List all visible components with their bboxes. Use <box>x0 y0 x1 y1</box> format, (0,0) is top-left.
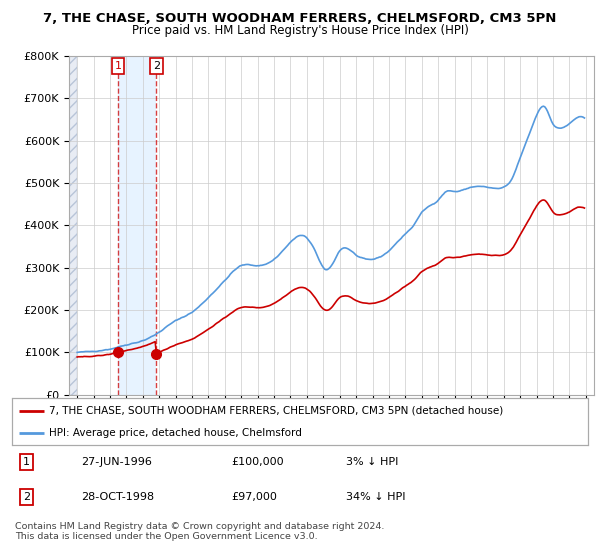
Text: £100,000: £100,000 <box>231 457 284 467</box>
Bar <box>118 56 157 395</box>
Text: 28-OCT-1998: 28-OCT-1998 <box>81 492 154 502</box>
Text: 2: 2 <box>23 492 30 502</box>
Text: 34% ↓ HPI: 34% ↓ HPI <box>346 492 406 502</box>
Text: 7, THE CHASE, SOUTH WOODHAM FERRERS, CHELMSFORD, CM3 5PN: 7, THE CHASE, SOUTH WOODHAM FERRERS, CHE… <box>43 12 557 25</box>
Text: 3% ↓ HPI: 3% ↓ HPI <box>346 457 398 467</box>
Text: Contains HM Land Registry data © Crown copyright and database right 2024.
This d: Contains HM Land Registry data © Crown c… <box>15 522 385 542</box>
Bar <box>69 56 77 395</box>
Text: 2: 2 <box>153 61 160 71</box>
Text: HPI: Average price, detached house, Chelmsford: HPI: Average price, detached house, Chel… <box>49 428 302 438</box>
Text: £97,000: £97,000 <box>231 492 277 502</box>
Text: 1: 1 <box>23 457 30 467</box>
Text: 27-JUN-1996: 27-JUN-1996 <box>81 457 152 467</box>
Text: 7, THE CHASE, SOUTH WOODHAM FERRERS, CHELMSFORD, CM3 5PN (detached house): 7, THE CHASE, SOUTH WOODHAM FERRERS, CHE… <box>49 406 503 416</box>
Text: Price paid vs. HM Land Registry's House Price Index (HPI): Price paid vs. HM Land Registry's House … <box>131 24 469 37</box>
Text: 1: 1 <box>115 61 122 71</box>
